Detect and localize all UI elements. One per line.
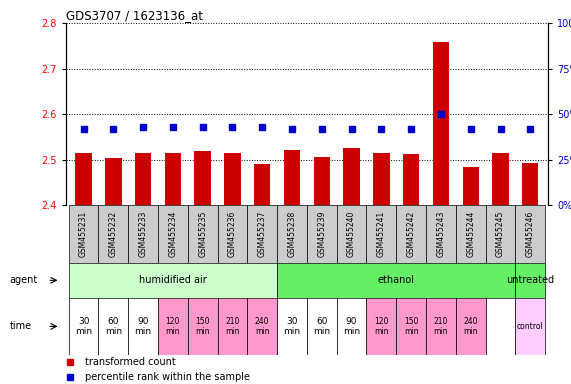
Bar <box>516 205 545 263</box>
Bar <box>463 167 479 205</box>
Text: GSM455241: GSM455241 <box>377 211 386 257</box>
Text: 30
min: 30 min <box>283 317 300 336</box>
Bar <box>254 164 271 205</box>
Bar <box>337 298 367 355</box>
Text: 210
min: 210 min <box>225 317 240 336</box>
Bar <box>247 205 277 263</box>
Text: percentile rank within the sample: percentile rank within the sample <box>85 372 250 382</box>
Bar <box>433 42 449 205</box>
Bar <box>426 298 456 355</box>
Bar <box>456 298 485 355</box>
Bar <box>456 205 485 263</box>
Text: GDS3707 / 1623136_at: GDS3707 / 1623136_at <box>66 9 203 22</box>
Bar <box>485 298 516 355</box>
Text: GSM455233: GSM455233 <box>139 211 147 257</box>
Text: 210
min: 210 min <box>434 317 448 336</box>
Bar <box>337 205 367 263</box>
Text: 150
min: 150 min <box>195 317 210 336</box>
Text: GSM455238: GSM455238 <box>288 211 296 257</box>
Text: untreated: untreated <box>506 275 554 285</box>
Text: GSM455239: GSM455239 <box>317 211 326 257</box>
Text: humidified air: humidified air <box>139 275 207 285</box>
Bar <box>158 298 188 355</box>
Text: control: control <box>517 322 544 331</box>
Bar <box>105 159 122 205</box>
Bar <box>522 162 538 205</box>
Bar <box>224 152 240 205</box>
Bar <box>516 298 545 355</box>
Bar <box>277 298 307 355</box>
Text: GSM455232: GSM455232 <box>109 211 118 257</box>
Bar <box>98 298 128 355</box>
Text: GSM455231: GSM455231 <box>79 211 88 257</box>
Bar <box>188 205 218 263</box>
Bar <box>396 205 426 263</box>
Text: GSM455235: GSM455235 <box>198 211 207 257</box>
Text: 240
min: 240 min <box>255 317 270 336</box>
Bar <box>69 205 98 263</box>
Text: 60
min: 60 min <box>104 317 122 336</box>
Text: 30
min: 30 min <box>75 317 92 336</box>
Text: 60
min: 60 min <box>313 317 331 336</box>
Bar <box>307 298 337 355</box>
Bar <box>135 154 151 205</box>
Bar <box>396 298 426 355</box>
Bar <box>164 154 181 205</box>
Bar <box>492 154 509 205</box>
Bar <box>307 205 337 263</box>
Bar <box>403 154 419 205</box>
Bar <box>373 154 389 205</box>
Text: 150
min: 150 min <box>404 317 419 336</box>
Text: GSM455242: GSM455242 <box>407 211 416 257</box>
Bar <box>98 205 128 263</box>
Text: agent: agent <box>10 275 38 285</box>
Bar <box>128 205 158 263</box>
Text: ethanol: ethanol <box>378 275 415 285</box>
Bar <box>158 205 188 263</box>
Text: 240
min: 240 min <box>464 317 478 336</box>
Bar <box>277 263 516 298</box>
Bar <box>284 150 300 205</box>
Text: GSM455243: GSM455243 <box>436 211 445 257</box>
Bar <box>69 298 98 355</box>
Bar <box>195 151 211 205</box>
Text: GSM455234: GSM455234 <box>168 211 178 257</box>
Text: GSM455244: GSM455244 <box>467 211 475 257</box>
Text: 120
min: 120 min <box>374 317 389 336</box>
Bar <box>218 298 247 355</box>
Bar <box>277 205 307 263</box>
Text: 90
min: 90 min <box>135 317 152 336</box>
Text: GSM455246: GSM455246 <box>526 211 535 257</box>
Text: GSM455245: GSM455245 <box>496 211 505 257</box>
Text: 120
min: 120 min <box>166 317 180 336</box>
Bar <box>516 263 545 298</box>
Bar <box>313 157 330 205</box>
Bar <box>485 205 516 263</box>
Text: GSM455240: GSM455240 <box>347 211 356 257</box>
Text: transformed count: transformed count <box>85 357 176 367</box>
Bar <box>188 298 218 355</box>
Bar <box>367 298 396 355</box>
Bar <box>426 205 456 263</box>
Bar <box>367 205 396 263</box>
Bar <box>75 154 92 205</box>
Bar <box>247 298 277 355</box>
Bar <box>69 263 277 298</box>
Bar <box>128 298 158 355</box>
Text: time: time <box>10 321 32 331</box>
Bar <box>343 149 360 205</box>
Bar <box>218 205 247 263</box>
Text: GSM455237: GSM455237 <box>258 211 267 257</box>
Text: GSM455236: GSM455236 <box>228 211 237 257</box>
Text: 90
min: 90 min <box>343 317 360 336</box>
